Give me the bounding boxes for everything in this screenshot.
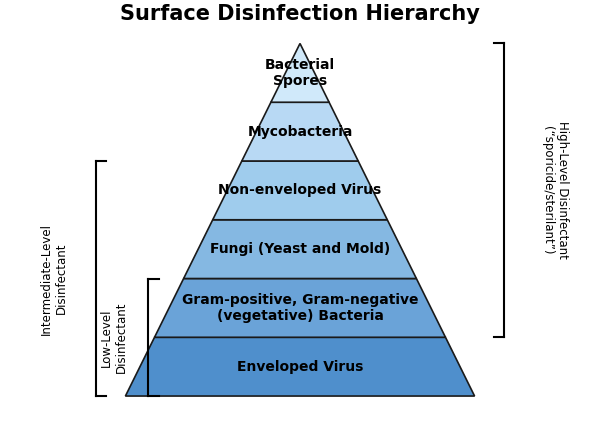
Text: Mycobacteria: Mycobacteria <box>247 124 353 139</box>
Text: Non-enveloped Virus: Non-enveloped Virus <box>218 183 382 197</box>
Polygon shape <box>184 220 416 278</box>
Polygon shape <box>242 102 358 161</box>
Polygon shape <box>213 161 387 220</box>
Polygon shape <box>271 43 329 102</box>
Polygon shape <box>155 278 445 337</box>
Polygon shape <box>125 337 475 396</box>
Text: Intermediate-Level
Disinfectant: Intermediate-Level Disinfectant <box>40 223 68 335</box>
Text: Fungi (Yeast and Mold): Fungi (Yeast and Mold) <box>210 242 390 256</box>
Text: Bacterial
Spores: Bacterial Spores <box>265 58 335 88</box>
Text: High-Level Disinfectant
(“sporicide/sterilant”): High-Level Disinfectant (“sporicide/ster… <box>541 121 569 259</box>
Text: Surface Disinfection Hierarchy: Surface Disinfection Hierarchy <box>120 4 480 24</box>
Text: Gram-positive, Gram-negative
(vegetative) Bacteria: Gram-positive, Gram-negative (vegetative… <box>182 293 418 323</box>
Text: Enveloped Virus: Enveloped Virus <box>237 360 363 374</box>
Text: Low-Level
Disinfectant: Low-Level Disinfectant <box>100 302 128 373</box>
